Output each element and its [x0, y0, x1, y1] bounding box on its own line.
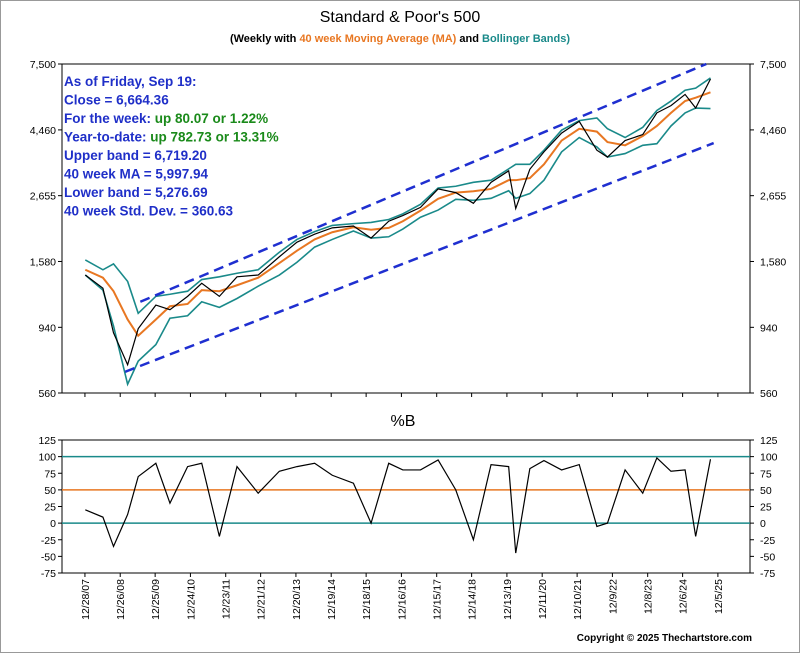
y2-tick-label: 940 [760, 322, 778, 334]
annotation-part: Close = 6,664.36 [64, 93, 169, 108]
series-line [84, 91, 711, 338]
panel-title: %B [391, 413, 416, 430]
y-tick-label: 4,460 [30, 125, 56, 137]
annotation: 40 week MA = 5,997.94 [64, 167, 208, 182]
x-tick-label: 12/20/13 [291, 579, 303, 620]
annotation-part: Year-to-date: [64, 130, 150, 145]
y2-tick-label: -25 [760, 535, 775, 547]
x-tick-label: 12/8/23 [643, 579, 655, 614]
x-tick-label: 12/16/16 [396, 579, 408, 620]
y-tick-label: 25 [44, 502, 56, 514]
y2-tick-label: 75 [760, 468, 772, 480]
annotation: 40 week Std. Dev. = 360.63 [64, 204, 233, 219]
y-tick-label: 2,655 [30, 191, 56, 203]
series-line [84, 107, 711, 387]
x-tick-label: 12/10/21 [572, 579, 584, 620]
x-tick-label: 12/19/14 [326, 579, 338, 620]
y-tick-label: 50 [44, 485, 56, 497]
subtitle-part: (Weekly with [230, 33, 299, 45]
y2-tick-label: 125 [760, 435, 778, 447]
subtitle-part: and [456, 33, 482, 45]
copyright: Copyright © 2025 Thechartstore.com [577, 633, 752, 644]
annotation-part: up 80.07 or 1.22% [155, 111, 268, 126]
y2-tick-label: 50 [760, 485, 772, 497]
y2-tick-label: 7,500 [760, 59, 786, 71]
y-tick-label: 75 [44, 468, 56, 480]
y2-tick-label: 1,580 [760, 256, 786, 268]
y-tick-label: 0 [50, 518, 56, 530]
annotation: Year-to-date: up 782.73 or 13.31% [64, 130, 279, 145]
y-tick-label: 125 [38, 435, 56, 447]
x-tick-label: 12/28/07 [80, 579, 92, 620]
trend-line [139, 62, 707, 303]
trend-line [124, 141, 715, 373]
x-tick-label: 12/9/22 [607, 579, 619, 614]
annotation: Lower band = 5,276.69 [64, 185, 208, 200]
y2-tick-label: -75 [760, 568, 775, 580]
y-tick-label: 100 [38, 452, 56, 464]
y-tick-label: 560 [38, 388, 56, 400]
subtitle: (Weekly with 40 week Moving Average (MA)… [230, 33, 570, 45]
subtitle-part: 40 week Moving Average (MA) [299, 33, 456, 45]
y2-tick-label: 0 [760, 518, 766, 530]
x-tick-label: 12/5/25 [713, 579, 725, 614]
subtitle-part: Bollinger Bands) [482, 33, 570, 45]
chart-title: Standard & Poor's 500 [320, 9, 481, 26]
y2-tick-label: 100 [760, 452, 778, 464]
x-tick-label: 12/11/20 [537, 579, 549, 619]
y-tick-label: -75 [41, 568, 56, 580]
y2-tick-label: -50 [760, 551, 775, 563]
series-line [84, 77, 711, 315]
annotation-part: 40 week MA = 5,997.94 [64, 167, 208, 182]
annotation-part: Upper band = 6,719.20 [64, 148, 207, 163]
y-tick-label: -25 [41, 535, 56, 547]
y2-tick-label: 4,460 [760, 125, 786, 137]
plot-area [61, 63, 751, 394]
x-tick-label: 12/6/24 [678, 579, 690, 614]
y-tick-label: 940 [38, 322, 56, 334]
annotation-part: As of Friday, Sep 19: [64, 74, 197, 89]
y2-tick-label: 25 [760, 502, 772, 514]
y2-tick-label: 2,655 [760, 191, 786, 203]
annotation-part: up 782.73 or 13.31% [150, 130, 278, 145]
y2-tick-label: 560 [760, 388, 778, 400]
annotation-part: 40 week Std. Dev. = 360.63 [64, 204, 233, 219]
x-tick-label: 12/14/18 [467, 579, 479, 620]
annotation: Upper band = 6,719.20 [64, 148, 207, 163]
annotation-part: Lower band = 5,276.69 [64, 185, 208, 200]
annotation: Close = 6,664.36 [64, 93, 169, 108]
x-tick-label: 12/18/15 [361, 579, 373, 620]
x-tick-label: 12/26/08 [115, 579, 127, 620]
series-line [84, 78, 712, 367]
annotation-part: For the week: [64, 111, 155, 126]
y-tick-label: -50 [41, 551, 56, 563]
annotation: For the week: up 80.07 or 1.22% [64, 111, 268, 126]
y-tick-label: 1,580 [30, 256, 56, 268]
x-tick-label: 12/25/09 [150, 579, 162, 620]
annotation: As of Friday, Sep 19: [64, 74, 197, 89]
y-tick-label: 7,500 [30, 59, 56, 71]
x-tick-label: 12/23/11 [221, 579, 233, 619]
x-tick-label: 12/15/17 [432, 579, 444, 620]
series-line [85, 456, 712, 554]
x-tick-label: 12/24/10 [185, 579, 197, 620]
x-tick-label: 12/13/19 [502, 579, 514, 620]
x-tick-label: 12/21/12 [256, 579, 268, 620]
